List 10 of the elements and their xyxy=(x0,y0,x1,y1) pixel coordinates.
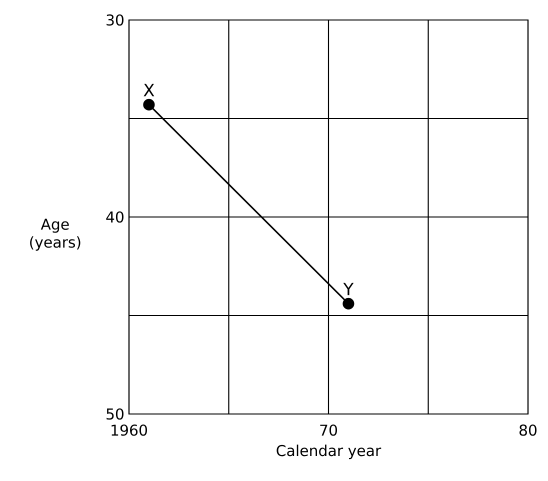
y-axis-title: Age (years) xyxy=(30,218,80,251)
x-axis-title: Calendar year xyxy=(276,444,382,460)
x-tick-label: 80 xyxy=(520,424,537,436)
y-tick-label: 40 xyxy=(106,211,124,223)
annotation: Y xyxy=(343,282,354,296)
annotation: X xyxy=(144,84,154,96)
y-tick-label: 50 xyxy=(106,408,124,420)
x-tick-label: 1960 xyxy=(112,424,148,436)
x-tick-label: 70 xyxy=(320,424,338,436)
y-tick-label: 30 xyxy=(106,14,124,26)
